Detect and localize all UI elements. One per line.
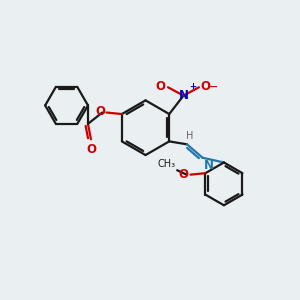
Text: O: O	[86, 143, 96, 156]
Text: N: N	[178, 89, 188, 102]
Text: +: +	[189, 82, 196, 91]
Text: O: O	[156, 80, 166, 93]
Text: O: O	[200, 80, 210, 93]
Text: N: N	[204, 159, 214, 172]
Text: H: H	[186, 131, 193, 141]
Text: CH₃: CH₃	[158, 159, 176, 169]
Text: O: O	[179, 168, 189, 181]
Text: O: O	[95, 105, 105, 118]
Text: −: −	[208, 81, 218, 92]
